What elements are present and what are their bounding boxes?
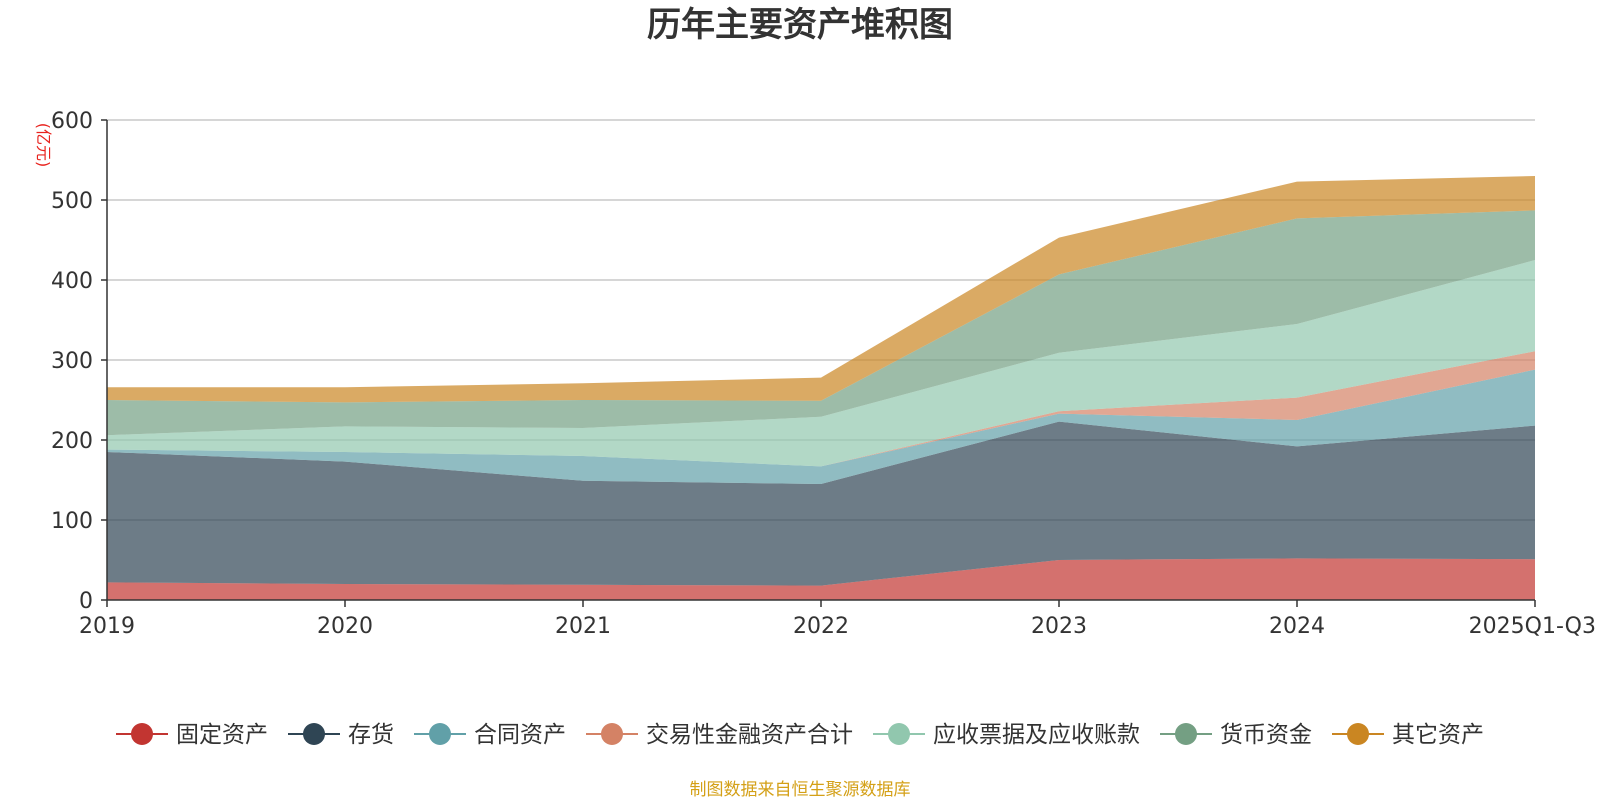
legend: 固定资产 存货 合同资产 交易性金融资产合计 应收票据及应收账款 货币资金 其它资产 [116, 722, 1484, 748]
chart-title: 历年主要资产堆积图 [647, 5, 953, 45]
area-series-5 [107, 210, 1535, 436]
legend-marker-3 [601, 723, 623, 745]
legend-marker-6 [1347, 723, 1369, 745]
area-series-0 [107, 558, 1535, 600]
legend-marker-0 [131, 723, 153, 745]
x-tick-label-1: 2020 [317, 614, 373, 639]
y-tick-label-200: 200 [51, 429, 93, 454]
series-areas [107, 176, 1535, 600]
legend-marker-1 [303, 723, 325, 745]
x-tick-label-2: 2021 [555, 614, 611, 639]
y-tick-label-600: 600 [51, 109, 93, 134]
y-tick-label-500: 500 [51, 189, 93, 214]
x-axis-ticks: 2019 2020 2021 2022 2023 2024 2025Q1-Q3 [79, 600, 1596, 639]
legend-marker-2 [429, 723, 451, 745]
data-source-note: 制图数据来自恒生聚源数据库 [690, 780, 911, 800]
y-tick-label-400: 400 [51, 269, 93, 294]
x-tick-label-6: 2025Q1-Q3 [1469, 614, 1596, 639]
y-tick-label-300: 300 [51, 349, 93, 374]
y-tick-label-100: 100 [51, 509, 93, 534]
area-series-4 [107, 260, 1535, 467]
x-tick-label-3: 2022 [793, 614, 849, 639]
legend-marker-4 [888, 723, 910, 745]
legend-label-6: 其它资产 [1392, 722, 1484, 748]
legend-label-1: 存货 [348, 722, 394, 748]
x-tick-label-5: 2024 [1269, 614, 1325, 639]
x-tick-label-0: 2019 [79, 614, 135, 639]
area-series-1 [107, 421, 1535, 586]
legend-label-4: 应收票据及应收账款 [933, 722, 1140, 748]
y-axis-ticks: 0 100 200 300 400 500 600 [51, 109, 107, 614]
area-series-6 [107, 176, 1535, 403]
legend-label-2: 合同资产 [474, 722, 566, 748]
x-tick-label-4: 2023 [1031, 614, 1087, 639]
legend-marker-5 [1175, 723, 1197, 745]
legend-label-5: 货币资金 [1220, 722, 1312, 748]
y-axis-unit: (亿元) [34, 123, 53, 168]
area-series-3 [107, 351, 1535, 467]
legend-label-3: 交易性金融资产合计 [646, 722, 853, 748]
area-series-2 [107, 369, 1535, 484]
y-tick-label-0: 0 [79, 589, 93, 614]
legend-label-0: 固定资产 [176, 722, 268, 748]
